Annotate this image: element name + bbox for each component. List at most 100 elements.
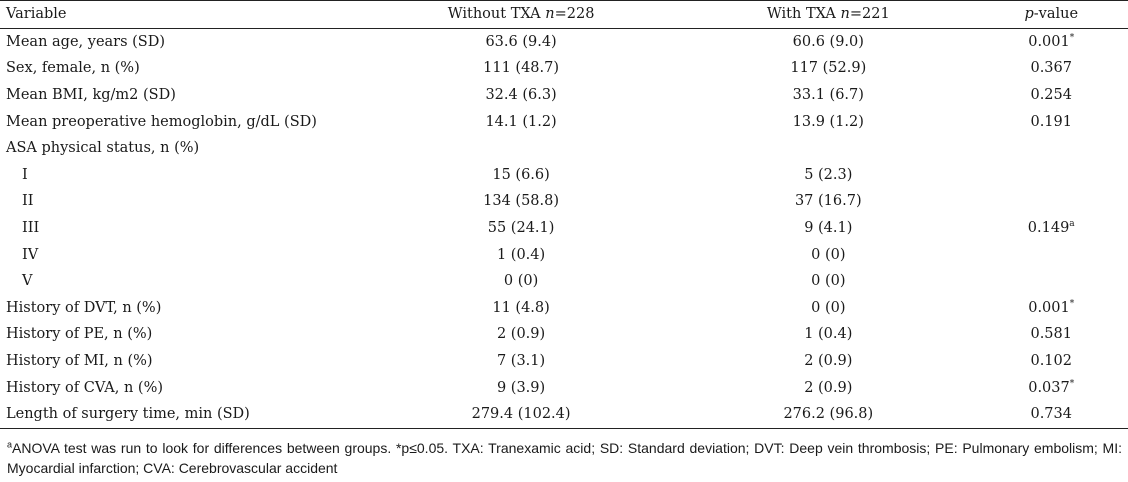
cell-p-value xyxy=(974,241,1128,268)
p-value-text: 0.001 xyxy=(1028,299,1070,316)
cell-with-txa: 5 (2.3) xyxy=(804,166,853,183)
table-header-row: Variable Without TXA n=228 With TXA n=22… xyxy=(0,0,1128,29)
cell-p-value: 0.191 xyxy=(974,108,1128,135)
cell-variable: History of DVT, n (%) xyxy=(6,299,162,316)
footnote-text: ANOVA test was run to look for differenc… xyxy=(7,440,1122,476)
p-value-mark: * xyxy=(1069,33,1075,44)
cell-p-value: 0.037* xyxy=(974,374,1128,401)
cell-with-txa: 0 (0) xyxy=(811,273,846,290)
cell-with-txa: 33.1 (6.7) xyxy=(792,87,864,104)
cell-with-txa: 117 (52.9) xyxy=(790,60,867,77)
table-row: ASA physical status, n (%) xyxy=(0,135,1128,162)
cell-p-value xyxy=(974,188,1128,215)
table-row: Mean preoperative hemoglobin, g/dL (SD) 1… xyxy=(0,108,1128,135)
cell-without-txa: 1 (0.4) xyxy=(496,246,546,263)
p-value-text: 0.581 xyxy=(1030,326,1072,343)
header-without-txa-n-value: =228 xyxy=(554,6,595,23)
cell-variable: Sex, female, n (%) xyxy=(6,60,140,77)
cell-without-txa: 15 (6.6) xyxy=(492,166,550,183)
cell-variable: Mean age, years (SD) xyxy=(6,33,166,50)
cell-p-value: 0.254 xyxy=(974,82,1128,109)
header-with-txa-n-value: =221 xyxy=(849,6,890,23)
cell-without-txa: 279.4 (102.4) xyxy=(360,400,683,429)
cell-with-txa: 1 (0.4) xyxy=(804,326,853,343)
table-row: Mean age, years (SD) 63.6 (9.4) 60.6 (9.0)… xyxy=(0,28,1128,55)
p-value-text: 0.191 xyxy=(1030,113,1072,130)
header-p-letter: p xyxy=(1024,6,1034,23)
header-without-txa-n-label: n xyxy=(545,6,555,23)
p-value-text: 0.001 xyxy=(1028,33,1070,50)
header-p-suffix: -value xyxy=(1033,6,1079,23)
table-row: History of DVT, n (%) 11 (4.8) 0 (0) 0.001* xyxy=(0,295,1128,322)
table-row: History of CVA, n (%) 9 (3.9) 2 (0.9) 0.037… xyxy=(0,374,1128,401)
header-with-txa: With TXA n=221 xyxy=(682,0,975,29)
demographics-table: Variable Without TXA n=228 With TXA n=22… xyxy=(0,0,1128,429)
table-row: Mean BMI, kg/m2 (SD) 32.4 (6.3) 33.1 (6.7)… xyxy=(0,82,1128,109)
header-without-txa: Without TXA n=228 xyxy=(360,0,683,29)
cell-variable: II xyxy=(22,193,34,210)
header-with-txa-n-label: n xyxy=(840,6,850,23)
cell-p-value xyxy=(974,162,1128,189)
cell-without-txa: 111 (48.7) xyxy=(483,60,560,77)
cell-variable: V xyxy=(22,273,33,290)
table-row: III 55 (24.1) 9 (4.1) 0.149a xyxy=(0,215,1128,242)
cell-with-txa: 276.2 (96.8) xyxy=(682,400,975,429)
cell-with-txa: 2 (0.9) xyxy=(804,379,853,396)
p-value-text: 0.102 xyxy=(1030,353,1072,370)
cell-variable: Length of surgery time, min (SD) xyxy=(0,400,361,429)
p-value-mark: * xyxy=(1069,378,1075,389)
cell-variable: I xyxy=(22,166,28,183)
table-row: History of PE, n (%) 2 (0.9) 1 (0.4) 0.581 xyxy=(0,321,1128,348)
cell-p-value xyxy=(974,135,1128,162)
table-row: IV 1 (0.4) 0 (0) xyxy=(0,241,1128,268)
cell-without-txa: 14.1 (1.2) xyxy=(485,113,557,130)
cell-p-value: 0.734 xyxy=(974,400,1128,429)
cell-without-txa: 7 (3.1) xyxy=(496,353,546,370)
cell-variable: History of CVA, n (%) xyxy=(6,379,164,396)
table-row: V 0 (0) 0 (0) xyxy=(0,268,1128,295)
cell-without-txa: 11 (4.8) xyxy=(492,299,550,316)
cell-with-txa: 13.9 (1.2) xyxy=(792,113,864,130)
cell-variable: ASA physical status, n (%) xyxy=(6,140,200,157)
header-p-value: p-value xyxy=(974,0,1128,29)
table-body: Mean age, years (SD) 63.6 (9.4) 60.6 (9.0)… xyxy=(0,28,1128,429)
p-value-text: 0.037 xyxy=(1028,379,1070,396)
table-row: Sex, female, n (%) 111 (48.7) 117 (52.9) 0.… xyxy=(0,55,1128,82)
p-value-text: 0.149 xyxy=(1027,220,1070,237)
p-value-text: 0.254 xyxy=(1030,87,1072,104)
table-row: History of MI, n (%) 7 (3.1) 2 (0.9) 0.102 xyxy=(0,348,1128,375)
table-row: Length of surgery time, min (SD) 279.4 (1… xyxy=(0,400,1128,429)
cell-variable: III xyxy=(22,220,40,237)
cell-variable: History of MI, n (%) xyxy=(6,353,153,370)
cell-p-value: 0.149a xyxy=(974,215,1128,242)
table-footnote: aANOVA test was run to look for differen… xyxy=(7,438,1122,478)
p-value-text: 0.367 xyxy=(1030,60,1072,77)
footnote-mark: a xyxy=(7,439,13,450)
cell-p-value: 0.001* xyxy=(974,28,1128,55)
cell-without-txa: 63.6 (9.4) xyxy=(485,33,557,50)
cell-without-txa: 55 (24.1) xyxy=(487,220,555,237)
cell-p-value xyxy=(974,268,1128,295)
p-value-mark: a xyxy=(1069,219,1075,230)
header-without-txa-label: Without TXA xyxy=(447,6,546,23)
cell-without-txa: 2 (0.9) xyxy=(496,326,546,343)
cell-variable: History of PE, n (%) xyxy=(6,326,153,343)
table-row: II 134 (58.8) 37 (16.7) xyxy=(0,188,1128,215)
cell-without-txa: 9 (3.9) xyxy=(496,379,546,396)
cell-without-txa: 134 (58.8) xyxy=(483,193,560,210)
cell-with-txa: 9 (4.1) xyxy=(804,220,853,237)
table-row: I 15 (6.6) 5 (2.3) xyxy=(0,162,1128,189)
cell-with-txa: 0 (0) xyxy=(811,246,846,263)
cell-with-txa xyxy=(682,135,974,162)
cell-with-txa: 60.6 (9.0) xyxy=(792,33,864,50)
cell-with-txa: 2 (0.9) xyxy=(804,353,853,370)
cell-p-value: 0.367 xyxy=(974,55,1128,82)
cell-p-value: 0.102 xyxy=(974,348,1128,375)
cell-variable: Mean BMI, kg/m2 (SD) xyxy=(6,87,176,104)
header-with-txa-label: With TXA xyxy=(766,6,841,23)
cell-without-txa xyxy=(360,135,682,162)
cell-p-value: 0.001* xyxy=(974,295,1128,322)
p-value-mark: * xyxy=(1069,299,1075,309)
cell-without-txa: 32.4 (6.3) xyxy=(485,87,557,104)
